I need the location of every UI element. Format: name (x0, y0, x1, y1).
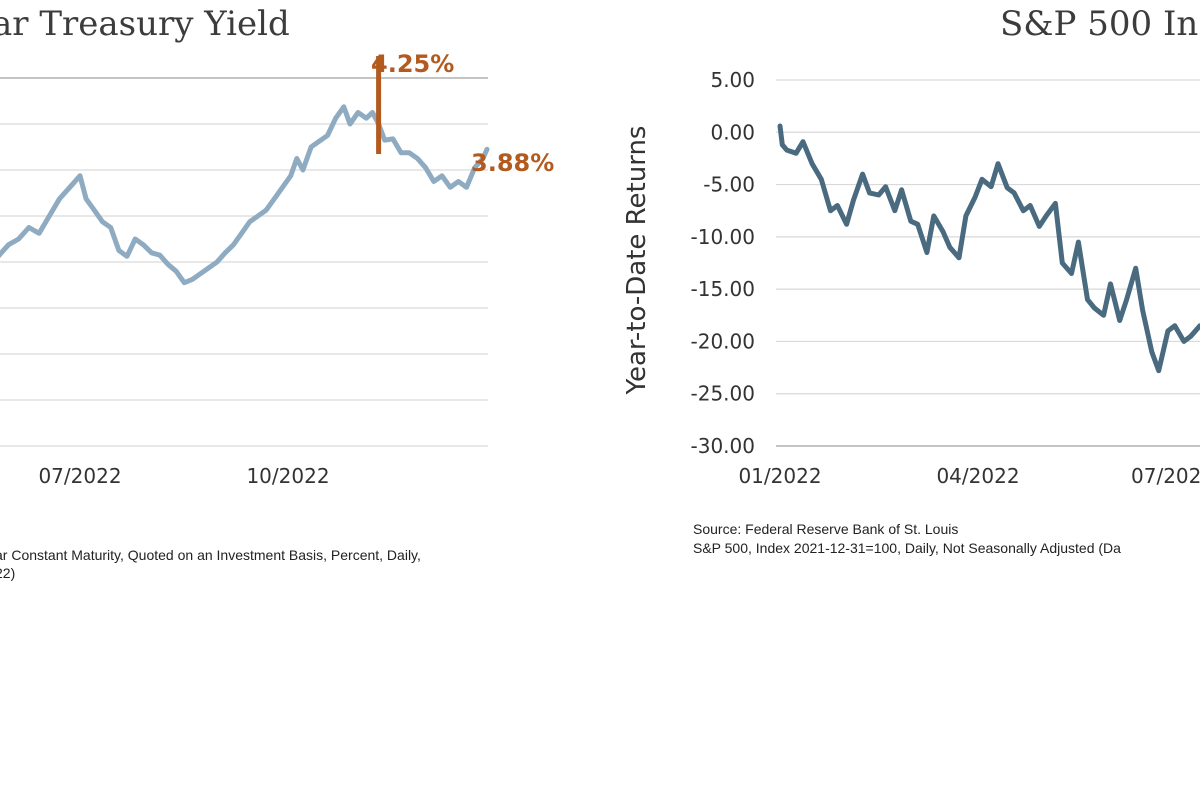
sp500-x-tick-label: 01/2022 (738, 464, 821, 488)
sp500-y-tick-label: -5.00 (703, 173, 755, 197)
treasury-yield-chart: ar Treasury Yield 07/2022 10/2022 4.25% … (0, 4, 554, 581)
sp500-x-tick-label: 04/2022 (936, 464, 1019, 488)
treasury-peak-label: 4.25% (371, 50, 454, 78)
sp500-chart: S&P 500 In Year-to-Date Returns 5.00 0.00… (622, 4, 1200, 556)
sp500-chart-title: S&P 500 In (1000, 4, 1198, 44)
sp500-y-tick-label: -30.00 (691, 434, 755, 458)
sp500-y-tick-labels: 5.00 0.00 -5.00 -10.00 -15.00 -20.00 -25.00 -30… (691, 68, 755, 458)
treasury-series-line (0, 104, 490, 286)
sp500-y-tick-label: -20.00 (691, 329, 755, 353)
treasury-x-tick-labels: 07/2022 10/2022 (38, 464, 329, 488)
treasury-x-tick-label: 07/2022 (38, 464, 121, 488)
sp500-source-line: Source: Federal Reserve Bank of St. Loui… (693, 521, 958, 537)
sp500-series-line (777, 123, 1200, 374)
sp500-y-axis-label: Year-to-Date Returns (622, 126, 652, 396)
sp500-y-tick-label: 0.00 (710, 120, 755, 144)
sp500-y-tick-label: -15.00 (691, 277, 755, 301)
treasury-footnote-line2: 22) (0, 565, 15, 581)
treasury-last-value-label: 3.88% (471, 149, 554, 177)
sp500-series-description: S&P 500, Index 2021-12-31=100, Daily, No… (693, 540, 1121, 556)
sp500-x-tick-label: 07/2022 (1131, 464, 1200, 488)
treasury-footnote-line1: ar Constant Maturity, Quoted on an Inves… (0, 547, 421, 563)
sp500-gridlines (776, 79, 1200, 447)
sp500-y-tick-label: 5.00 (710, 68, 755, 92)
sp500-x-tick-labels: 01/2022 04/2022 07/2022 (738, 464, 1200, 488)
treasury-gridlines (0, 77, 488, 447)
treasury-chart-title: ar Treasury Yield (0, 4, 290, 44)
sp500-y-tick-label: -10.00 (691, 225, 755, 249)
sp500-y-tick-label: -25.00 (691, 382, 755, 406)
treasury-x-tick-label: 10/2022 (246, 464, 329, 488)
